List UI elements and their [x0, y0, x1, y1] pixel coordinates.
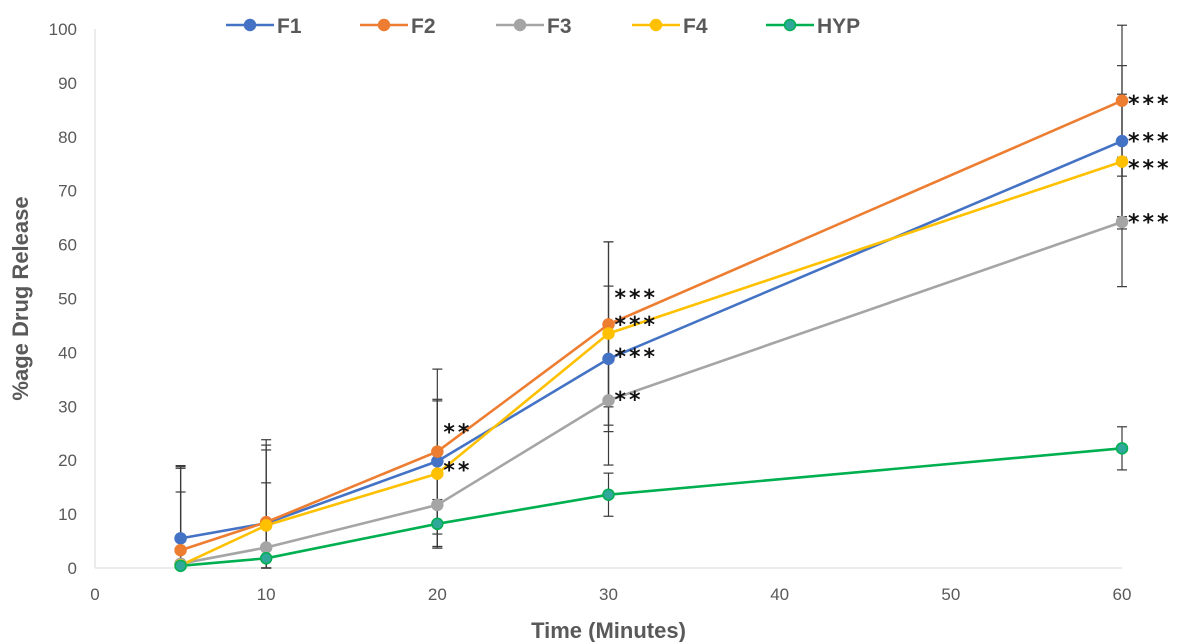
legend-marker-hyp: [783, 18, 797, 32]
axes: 0 10 20 30 40 50 60 70 80 90 100 0 10 20 30 40 50 60: [49, 20, 1132, 604]
significance-marker: ***: [1128, 156, 1172, 181]
data-point-f1: [174, 532, 187, 545]
y-tick-label: 30: [58, 397, 77, 416]
data-point-f4: [259, 519, 273, 532]
y-tick-label: 50: [58, 290, 77, 309]
data-point-f3: [1115, 215, 1129, 229]
y-tick-label: 40: [58, 343, 77, 362]
series-line-f3: [180, 220, 1123, 565]
x-tick-label: 20: [428, 585, 447, 604]
y-tick-label: 80: [58, 128, 77, 147]
significance-marker: ***: [1128, 129, 1172, 154]
data-point-f4: [1115, 155, 1129, 168]
legend-marker-f3: [513, 18, 527, 32]
x-tick-label: 30: [599, 585, 618, 604]
legend-marker-f1: [243, 18, 257, 32]
y-tick-label: 90: [58, 74, 77, 93]
significance-marker: ***: [1128, 210, 1172, 235]
data-point-f2: [1115, 94, 1129, 107]
legend: F1 F2 F3 F4 HYP: [226, 15, 860, 38]
legend-label-f3: F3: [547, 15, 572, 38]
significance-marker: ***: [615, 345, 659, 370]
data-point-f2: [431, 445, 444, 458]
data-point-hyp: [174, 559, 187, 573]
x-tick-label: 10: [257, 585, 276, 604]
legend-marker-f4: [649, 18, 663, 32]
y-tick-label: 10: [58, 505, 77, 524]
data-point-hyp: [431, 517, 444, 531]
y-tick-label: 100: [49, 20, 77, 39]
data-point-f3: [602, 394, 615, 407]
y-axis-title: %age Drug Release: [8, 196, 33, 400]
y-tick-label: 20: [58, 451, 77, 470]
y-tick-label: 0: [68, 559, 77, 578]
significance-marker: ***: [615, 313, 659, 338]
significance-marker: **: [443, 421, 472, 446]
legend-label-f4: F4: [683, 15, 708, 38]
legend-label-hyp: HYP: [817, 15, 860, 38]
x-tick-label: 60: [1113, 585, 1132, 604]
y-tick-label: 70: [58, 182, 77, 201]
legend-marker-f2: [377, 18, 391, 32]
significance-annotations: ***************************: [443, 92, 1172, 484]
data-point-f3: [431, 498, 444, 512]
data-point-hyp: [1115, 442, 1129, 455]
data-point-f3: [259, 541, 273, 554]
legend-label-f2: F2: [411, 15, 436, 38]
data-point-f4: [602, 327, 615, 340]
x-tick-label: 50: [941, 585, 960, 604]
x-tick-label: 40: [770, 585, 789, 604]
series-line-hyp: [180, 447, 1123, 568]
data-point-hyp: [259, 552, 273, 565]
x-tick-label: 0: [90, 585, 99, 604]
data-point-hyp: [602, 488, 615, 501]
data-point-f1: [1115, 134, 1129, 148]
significance-marker: **: [443, 458, 472, 483]
legend-label-f1: F1: [277, 15, 302, 38]
series-line-f1: [180, 139, 1123, 540]
x-axis-title: Time (Minutes): [531, 618, 686, 642]
significance-marker: ***: [1128, 92, 1172, 117]
significance-marker: ***: [615, 286, 659, 311]
data-point-f2: [174, 543, 187, 557]
y-tick-label: 60: [58, 236, 77, 255]
significance-marker: **: [615, 388, 644, 413]
data-point-f4: [431, 467, 444, 480]
series-markers: [174, 94, 1129, 573]
data-point-f1: [602, 352, 615, 366]
